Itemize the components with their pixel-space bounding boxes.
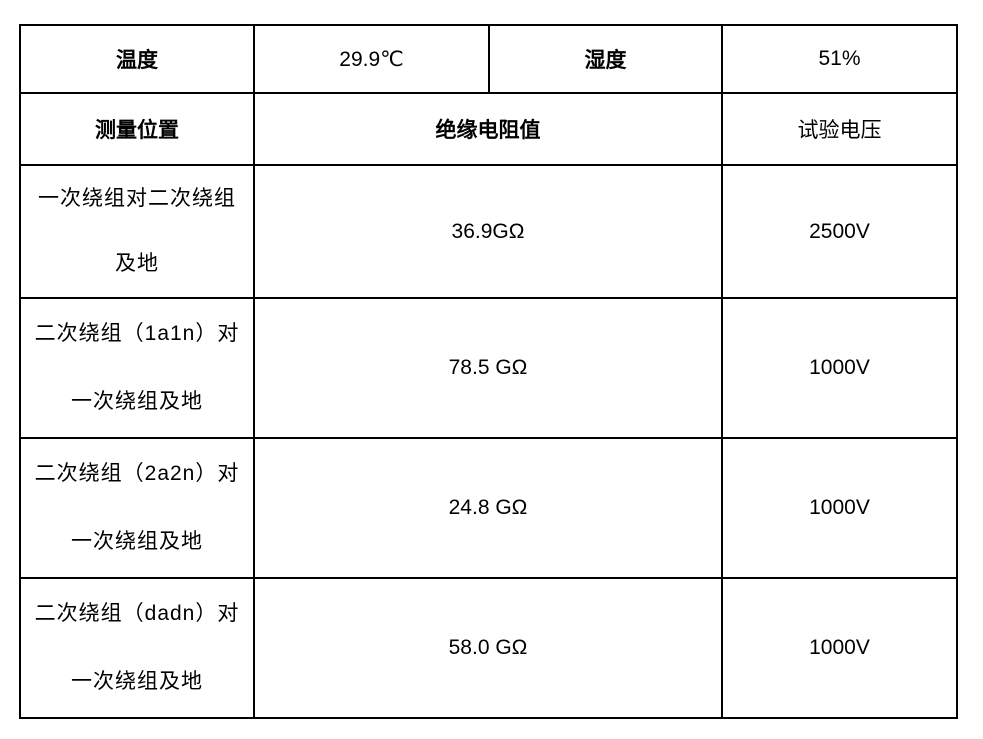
resistance-value-cell: 78.5 GΩ: [253, 297, 723, 439]
position-line-1: 二次绕组（2a2n）对: [34, 462, 240, 485]
measurement-row: 二次绕组（2a2n）对 一次绕组及地 24.8 GΩ 1000V: [19, 437, 958, 579]
position-line-2: 一次绕组及地: [71, 670, 203, 693]
test-voltage-cell: 1000V: [721, 577, 958, 719]
voltage-header-cell: 试验电压: [721, 92, 958, 166]
position-cell: 二次绕组（dadn）对 一次绕组及地: [19, 577, 255, 719]
position-cell-content: 二次绕组（1a1n）对 一次绕组及地: [21, 300, 253, 436]
position-cell: 二次绕组（1a1n）对 一次绕组及地: [19, 297, 255, 439]
resistance-value-cell: 36.9GΩ: [253, 164, 723, 299]
environment-row: 温度 29.9℃ 湿度 51%: [19, 24, 958, 94]
position-line-2: 一次绕组及地: [71, 390, 203, 413]
resistance-value-cell: 58.0 GΩ: [253, 577, 723, 719]
resistance-header-cell: 绝缘电阻值: [253, 92, 723, 166]
test-voltage-cell: 1000V: [721, 437, 958, 579]
temperature-label-cell: 温度: [19, 24, 255, 94]
resistance-value-cell: 24.8 GΩ: [253, 437, 723, 579]
temperature-value-cell: 29.9℃: [253, 24, 490, 94]
position-header-cell: 测量位置: [19, 92, 255, 166]
column-header-row: 测量位置 绝缘电阻值 试验电压: [19, 92, 958, 166]
position-cell: 二次绕组（2a2n）对 一次绕组及地: [19, 437, 255, 579]
humidity-value-cell: 51%: [721, 24, 958, 94]
position-line-1: 二次绕组（dadn）对: [34, 602, 240, 625]
position-line-2: 及地: [115, 251, 159, 275]
position-cell: 一次绕组对二次绕组 及地: [19, 164, 255, 299]
measurement-row: 二次绕组（dadn）对 一次绕组及地 58.0 GΩ 1000V: [19, 577, 958, 719]
measurement-row: 二次绕组（1a1n）对 一次绕组及地 78.5 GΩ 1000V: [19, 297, 958, 439]
position-line-2: 一次绕组及地: [71, 530, 203, 553]
position-line-1: 一次绕组对二次绕组: [38, 187, 236, 211]
position-line-1: 二次绕组（1a1n）对: [34, 322, 240, 345]
position-cell-content: 二次绕组（dadn）对 一次绕组及地: [21, 580, 253, 716]
measurement-row: 一次绕组对二次绕组 及地 36.9GΩ 2500V: [19, 164, 958, 299]
position-cell-content: 一次绕组对二次绕组 及地: [21, 167, 253, 296]
insulation-test-table: 温度 29.9℃ 湿度 51% 测量位置 绝缘电阻值 试验电压 一次绕组对二次绕…: [19, 24, 958, 719]
test-voltage-cell: 1000V: [721, 297, 958, 439]
position-cell-content: 二次绕组（2a2n）对 一次绕组及地: [21, 440, 253, 576]
test-voltage-cell: 2500V: [721, 164, 958, 299]
humidity-label-cell: 湿度: [488, 24, 723, 94]
